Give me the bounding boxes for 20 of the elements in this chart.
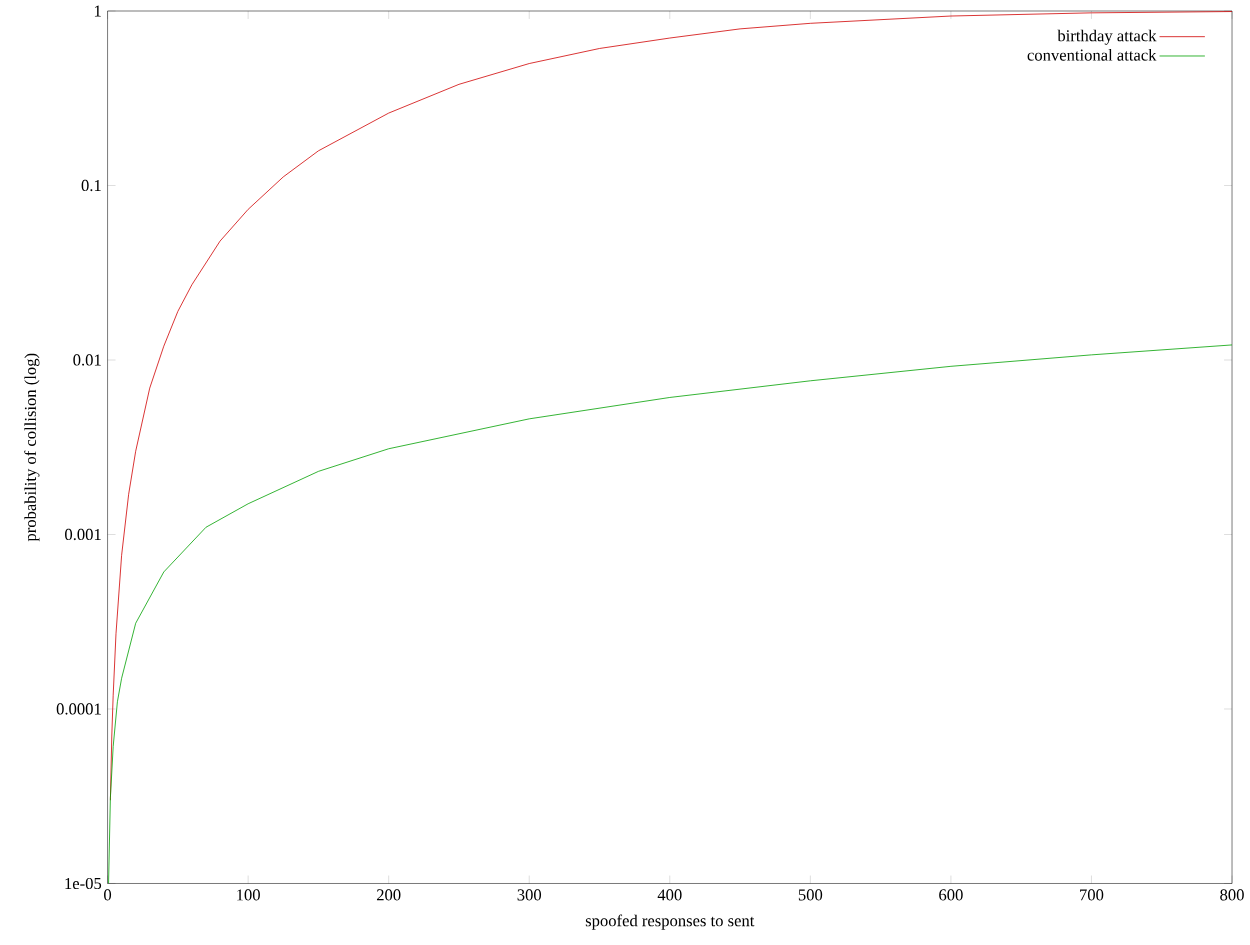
- x-tick-label: 200: [376, 889, 401, 901]
- line-series: [108, 344, 1233, 884]
- y-tick-label: 1: [94, 5, 101, 17]
- x-tick-label: 600: [939, 889, 963, 901]
- y-tick-label: 0.0001: [56, 703, 101, 715]
- y-tick-label: 0.01: [73, 354, 101, 366]
- x-tick-label: 400: [657, 889, 682, 901]
- y-tick-label: 1e-05: [65, 877, 102, 889]
- x-axis-title: spoofed responses to sent: [585, 914, 755, 930]
- legend-label: birthday attack: [1057, 29, 1157, 45]
- x-tick-label: 800: [1220, 889, 1244, 901]
- legend-label: conventional attack: [1027, 48, 1157, 61]
- x-tick-label: 700: [1080, 889, 1104, 901]
- y-tick-label: 0.1: [81, 179, 101, 192]
- y-axis-title: probability of collision (log): [24, 353, 40, 542]
- y-tick-label: 0.001: [65, 528, 101, 541]
- x-tick-label: 300: [517, 889, 542, 901]
- x-tick-label: 500: [798, 889, 823, 901]
- x-tick-label: 0: [104, 889, 112, 901]
- x-tick-label: 100: [237, 889, 260, 901]
